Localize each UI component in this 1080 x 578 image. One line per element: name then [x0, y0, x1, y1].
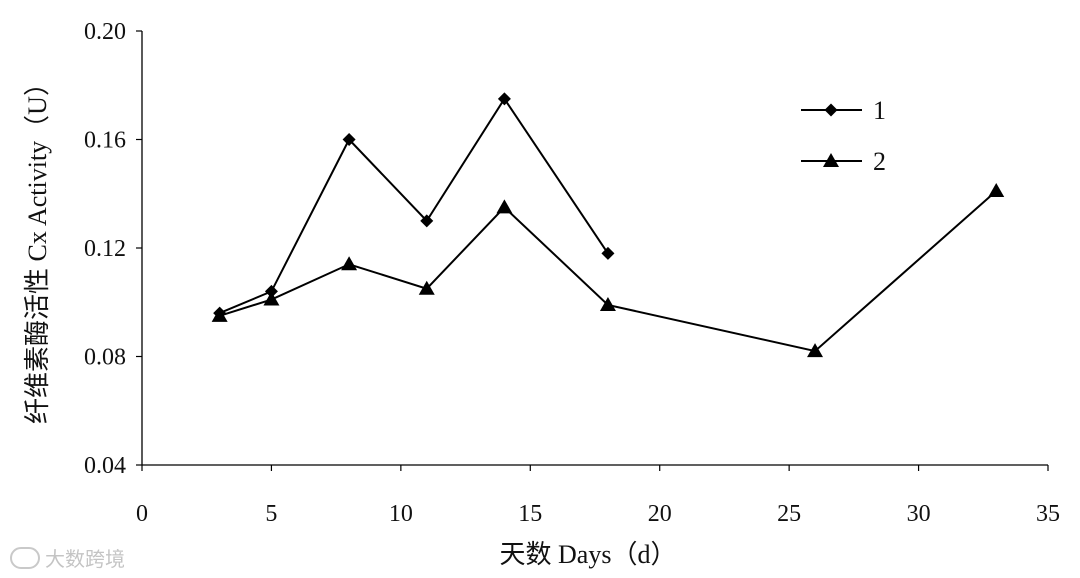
- legend-item-2: 2: [801, 147, 886, 176]
- triangle-marker: [418, 280, 435, 295]
- triangle-marker: [341, 256, 358, 271]
- x-tick-label: 0: [136, 501, 148, 527]
- triangle-marker: [263, 291, 280, 306]
- x-tick-label: 25: [777, 501, 801, 527]
- legend-label: 1: [873, 96, 886, 125]
- diamond-marker: [264, 284, 278, 298]
- x-tick-label: 30: [907, 501, 931, 527]
- watermark-text: 大数跨境: [45, 547, 125, 571]
- x-axis-title: 天数 Days（d）: [500, 540, 677, 569]
- x-axis-ticks: 0 5 10 15 20 25 30 35: [136, 465, 1060, 527]
- triangle-marker: [599, 296, 616, 311]
- series-line: [219, 190, 997, 353]
- triangle-marker: [496, 199, 513, 214]
- triangle-marker: [823, 153, 839, 167]
- x-tick-label: 10: [389, 501, 413, 527]
- series-2: [211, 183, 1005, 358]
- diamond-marker: [497, 92, 511, 106]
- y-tick-label: 0.04: [84, 453, 126, 479]
- watermark: 大数跨境: [10, 543, 125, 572]
- y-tick-label: 0.12: [84, 236, 126, 262]
- y-tick-label: 0.08: [84, 345, 126, 371]
- y-tick-label: 0.16: [84, 128, 126, 154]
- triangle-marker: [988, 183, 1005, 198]
- y-axis-ticks: 0.04 0.08 0.12 0.16 0.20: [84, 19, 142, 479]
- series-line: [219, 96, 609, 315]
- diamond-marker: [342, 133, 356, 146]
- watermark-logo-icon: [10, 546, 40, 569]
- triangle-marker: [211, 307, 228, 322]
- series-layer: [211, 92, 1005, 358]
- y-axis-title: 纤维素酶活性 Cx Activity（U）: [23, 70, 52, 424]
- legend-item-1: 1: [801, 96, 886, 125]
- x-tick-label: 15: [518, 501, 542, 527]
- diamond-marker: [824, 103, 838, 117]
- x-tick-label: 20: [648, 501, 672, 527]
- triangle-marker: [807, 343, 824, 358]
- legend: 12: [801, 96, 886, 176]
- diamond-marker: [601, 246, 615, 260]
- legend-label: 2: [873, 147, 886, 176]
- diamond-marker: [420, 214, 434, 228]
- x-tick-label: 35: [1036, 501, 1060, 527]
- y-tick-label: 0.20: [84, 19, 126, 45]
- x-tick-label: 5: [265, 501, 277, 527]
- axes: [141, 31, 1048, 466]
